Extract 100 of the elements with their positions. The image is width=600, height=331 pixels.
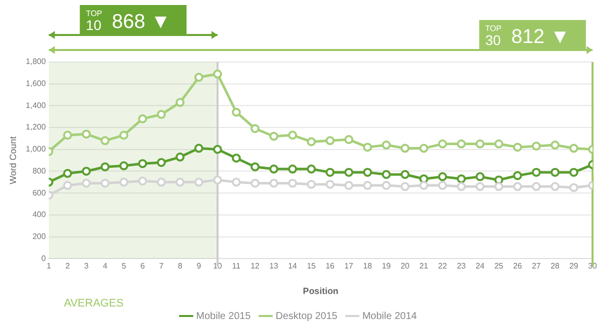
point xyxy=(119,161,128,170)
y-tick-label: 400 xyxy=(32,210,46,220)
point xyxy=(456,174,466,184)
x-tick-label: 9 xyxy=(196,262,202,271)
point xyxy=(326,180,335,189)
point xyxy=(532,142,541,151)
x-tick-label: 23 xyxy=(456,262,466,271)
point xyxy=(156,178,166,187)
point xyxy=(176,98,185,107)
y-tick-label: 200 xyxy=(32,232,46,241)
x-tick-label: 25 xyxy=(494,262,504,271)
y-tick-label: 0 xyxy=(41,254,46,263)
point xyxy=(213,70,222,79)
point xyxy=(344,168,354,177)
point xyxy=(344,135,354,144)
point xyxy=(232,108,241,117)
point xyxy=(213,175,222,184)
point xyxy=(550,168,560,177)
x-tick-label: 17 xyxy=(344,262,354,271)
point xyxy=(569,144,578,153)
y-tick-label: 800 xyxy=(32,166,46,176)
x-tick-label: 21 xyxy=(419,262,429,271)
point xyxy=(250,162,260,172)
x-tick-label: 6 xyxy=(140,262,146,271)
point xyxy=(382,180,391,190)
point xyxy=(119,178,128,187)
y-tick-label: 1,800 xyxy=(26,57,46,66)
point xyxy=(438,139,448,148)
legend-label: Mobile 2014 xyxy=(362,310,418,322)
y-tick-label: 1,200 xyxy=(26,122,46,132)
point xyxy=(476,139,485,148)
x-tick-label: 14 xyxy=(288,262,298,271)
point xyxy=(176,152,185,162)
point xyxy=(476,172,485,182)
point xyxy=(232,178,241,187)
x-axis-title: Position xyxy=(302,286,338,296)
x-tick-label: 12 xyxy=(250,262,260,271)
x-tick-label: 1 xyxy=(46,262,52,271)
point xyxy=(250,124,260,134)
point xyxy=(288,178,298,188)
x-tick-label: 26 xyxy=(513,262,523,271)
point xyxy=(138,176,148,186)
point xyxy=(400,182,410,192)
point xyxy=(156,110,166,119)
y-tick-label: 1,400 xyxy=(26,100,46,110)
point xyxy=(363,180,372,190)
x-tick-label: 7 xyxy=(159,262,164,271)
y-axis-title: Word Count xyxy=(8,136,18,184)
point xyxy=(63,130,72,140)
x-tick-label: 4 xyxy=(102,262,108,271)
point xyxy=(250,178,260,188)
point xyxy=(513,182,522,192)
x-tick-label: 19 xyxy=(382,262,392,271)
point xyxy=(344,180,354,190)
point xyxy=(513,171,522,180)
x-tick-label: 28 xyxy=(550,262,560,271)
point xyxy=(456,139,466,148)
y-tick-label: 1,000 xyxy=(26,144,46,154)
point xyxy=(63,168,72,178)
x-tick-label: 8 xyxy=(178,262,183,271)
point xyxy=(194,72,204,82)
x-tick-label: 16 xyxy=(326,262,336,271)
point xyxy=(194,178,204,187)
point xyxy=(532,182,541,192)
point xyxy=(288,164,298,174)
point xyxy=(82,130,91,139)
point xyxy=(400,170,410,179)
text: AVERAGES xyxy=(64,298,124,310)
point xyxy=(382,140,391,150)
x-tick-label: 2 xyxy=(65,262,70,271)
point xyxy=(269,178,278,188)
point xyxy=(100,136,110,146)
x-tick-label: 18 xyxy=(363,262,373,271)
point xyxy=(400,144,410,153)
point xyxy=(513,142,522,152)
point xyxy=(176,178,185,187)
point xyxy=(569,168,578,177)
point xyxy=(419,144,428,153)
legend-label: Desktop 2015 xyxy=(276,310,338,322)
x-tick-label: 29 xyxy=(569,262,579,271)
point xyxy=(119,130,128,140)
point xyxy=(82,166,91,176)
x-tick-label: 3 xyxy=(84,262,90,271)
point xyxy=(306,180,316,189)
point xyxy=(269,164,278,174)
point xyxy=(232,154,241,163)
point xyxy=(550,182,560,192)
point xyxy=(288,130,298,140)
point xyxy=(194,144,204,153)
point xyxy=(476,182,485,192)
point xyxy=(550,140,560,150)
point xyxy=(363,168,372,177)
point xyxy=(306,137,316,146)
point xyxy=(494,139,504,148)
x-tick-label: 13 xyxy=(269,262,279,271)
point xyxy=(382,170,391,179)
point xyxy=(138,159,148,168)
point xyxy=(456,182,466,192)
point xyxy=(63,180,72,190)
point xyxy=(494,182,504,192)
